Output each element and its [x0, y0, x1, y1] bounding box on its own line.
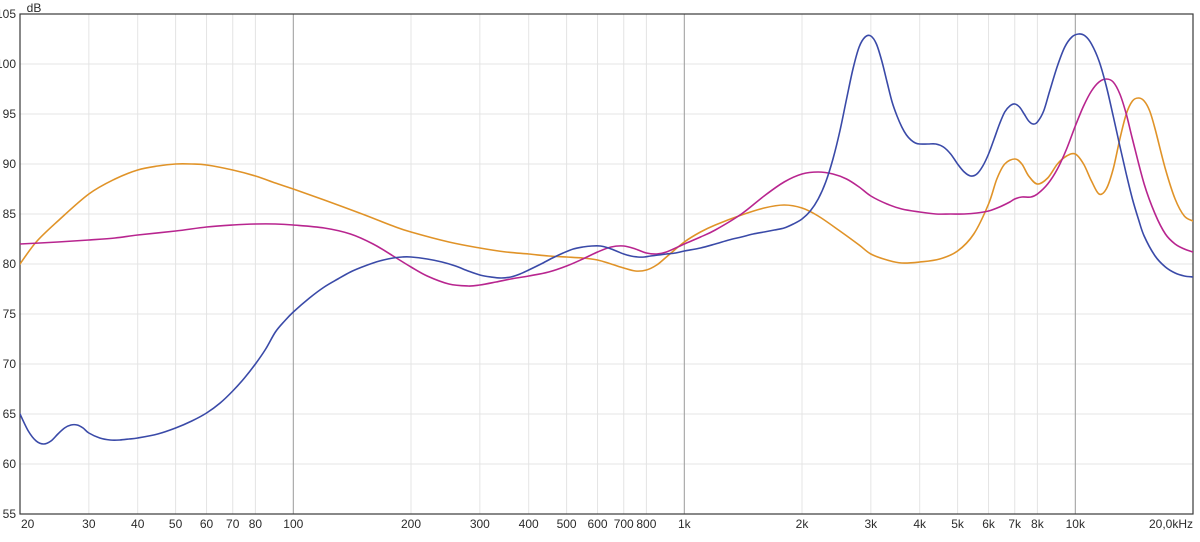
- x-tick-label: 8k: [1031, 517, 1045, 531]
- frequency-response-chart: 55 60 65 70 75 80 85 90 95 100 105 dB 20 30 40 50 60 70 80…: [0, 0, 1200, 542]
- x-tick-label: 3k: [865, 517, 879, 531]
- x-tick-label: 80: [249, 517, 263, 531]
- x-tick-label: 30: [82, 517, 96, 531]
- x-tick-label: 70: [226, 517, 240, 531]
- y-tick-label: 85: [3, 207, 17, 221]
- x-tick-label: 700: [614, 517, 634, 531]
- x-tick-label: 200: [401, 517, 421, 531]
- x-tick-label: 10k: [1066, 517, 1086, 531]
- x-tick-label: 20,0kHz: [1149, 517, 1193, 531]
- x-tick-label: 100: [283, 517, 303, 531]
- x-tick-label: 1k: [678, 517, 692, 531]
- y-tick-label: 70: [3, 357, 17, 371]
- x-tick-label: 800: [636, 517, 656, 531]
- y-unit-label: dB: [27, 1, 42, 15]
- y-tick-label: 60: [3, 457, 17, 471]
- x-tick-label: 2k: [796, 517, 810, 531]
- x-tick-label: 40: [131, 517, 145, 531]
- y-tick-label: 90: [3, 157, 17, 171]
- x-tick-label: 5k: [951, 517, 965, 531]
- y-tick-label: 55: [3, 507, 17, 521]
- y-tick-label: 95: [3, 107, 17, 121]
- y-tick-label: 100: [0, 57, 16, 71]
- x-tick-label: 6k: [982, 517, 996, 531]
- x-tick-label: 60: [200, 517, 214, 531]
- y-tick-label: 105: [0, 7, 16, 21]
- x-tick-label: 600: [588, 517, 608, 531]
- x-tick-label: 20: [21, 517, 35, 531]
- x-tick-label: 50: [169, 517, 183, 531]
- x-tick-label: 500: [557, 517, 577, 531]
- y-tick-label: 80: [3, 257, 17, 271]
- y-tick-label: 65: [3, 407, 17, 421]
- x-tick-label: 400: [519, 517, 539, 531]
- x-tick-label: 4k: [913, 517, 927, 531]
- y-tick-label: 75: [3, 307, 17, 321]
- x-tick-label: 7k: [1008, 517, 1022, 531]
- x-tick-label: 300: [470, 517, 490, 531]
